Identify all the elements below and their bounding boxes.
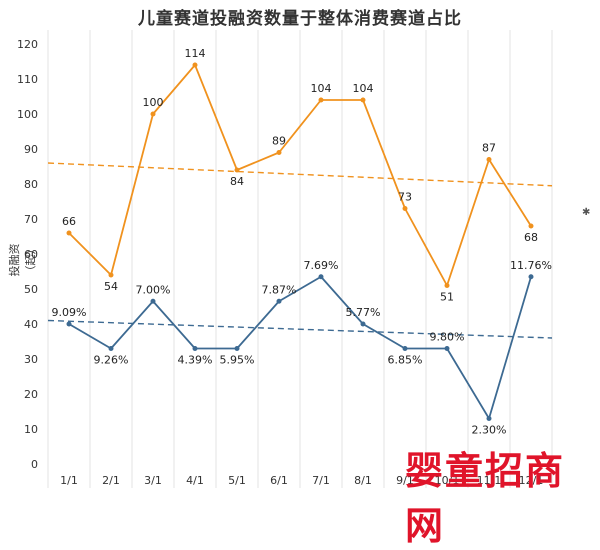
data-point: [318, 97, 324, 103]
data-label: 87: [482, 142, 496, 155]
data-label: 114: [185, 47, 206, 60]
y-tick-label: 20: [24, 388, 38, 401]
data-point: [444, 283, 450, 288]
data-point: [360, 321, 366, 327]
trend-lines: [47, 162, 553, 339]
y-tick-label: 80: [24, 178, 38, 191]
x-tick-label: 7/1: [312, 474, 330, 487]
data-label: 9.09%: [52, 306, 87, 319]
data-label: 5.77%: [346, 306, 381, 319]
data-label: 2.30%: [472, 424, 507, 437]
data-label: 54: [104, 280, 118, 293]
data-point: [318, 274, 324, 280]
y-tick-label: 70: [24, 213, 38, 226]
y-tick-label: 90: [24, 143, 38, 156]
series-line: [68, 64, 532, 287]
x-tick-label: 2/1: [102, 474, 120, 487]
watermark-logo: 婴童招商网: [405, 449, 566, 548]
x-tick-label: 5/1: [228, 474, 246, 487]
data-point: [234, 346, 240, 351]
x-tick-label: 3/1: [144, 474, 162, 487]
data-label: 84: [230, 175, 244, 188]
data-label: 7.00%: [136, 283, 171, 296]
y-tick-label: 10: [24, 423, 38, 436]
data-point: [234, 167, 240, 173]
data-point: [402, 206, 408, 211]
data-label: 4.39%: [178, 354, 213, 367]
data-point: [528, 274, 534, 280]
y-tick-label: 0: [31, 458, 38, 471]
data-point: [150, 111, 156, 117]
x-tick-label: 4/1: [186, 474, 204, 487]
data-label: 9.26%: [94, 354, 129, 367]
x-tick-label: 6/1: [270, 474, 288, 487]
y-tick-label: 50: [24, 283, 38, 296]
y-tick-label: 120: [17, 38, 38, 51]
data-point: [444, 346, 450, 351]
data-point: [486, 416, 492, 421]
data-point: [486, 157, 492, 162]
data-point: [192, 62, 198, 68]
data-label: 73: [398, 191, 412, 204]
y-tick-label: 30: [24, 353, 38, 366]
data-point: [276, 298, 282, 304]
data-point: [108, 346, 114, 351]
data-point: [66, 321, 72, 327]
data-label: 6.85%: [388, 354, 423, 367]
series-lines: [68, 64, 532, 420]
y-tick-label: 110: [17, 73, 38, 86]
y-tick-label: 100: [17, 108, 38, 121]
x-tick-label: 8/1: [354, 474, 372, 487]
data-label: 104: [353, 82, 374, 95]
data-point: [360, 97, 366, 103]
series-line: [68, 275, 532, 420]
data-point: [528, 223, 534, 229]
x-tick-label: 1/1: [60, 474, 78, 487]
pin-icon[interactable]: ✱: [582, 207, 591, 218]
grid-lines: [47, 30, 553, 488]
y-tick-labels: 0 10 20 30 40 50 60 70 80 90 100 110 120: [17, 38, 38, 471]
trend-line: [47, 319, 553, 339]
data-label: 7.69%: [304, 259, 339, 272]
data-label: 66: [62, 215, 76, 228]
data-label: 5.95%: [220, 354, 255, 367]
trend-line: [47, 162, 553, 187]
data-label: 9.80%: [430, 331, 465, 344]
chart-title: 儿童赛道投融资数量于整体消费赛道占比: [138, 9, 462, 29]
y-tick-label: 40: [24, 318, 38, 331]
x-tick-label: 9/1: [396, 474, 414, 487]
data-labels: 66 54 100 114 84 89 104 104 73 51 87 68 9.09% 9.26% 7.…: [52, 47, 552, 437]
data-label: 51: [440, 291, 454, 304]
data-point: [192, 346, 198, 351]
data-point: [150, 298, 156, 304]
data-point: [108, 272, 114, 278]
line-chart: 0 10 20 30 40 50 60 70 80 90 100 110 120 1/1 2/1 3/1 4/…: [17, 30, 553, 488]
data-label: 100: [143, 96, 164, 109]
data-point: [402, 346, 408, 351]
x-tick-labels: 1/1 2/1 3/1 4/1 5/1 6/1 7/1 8/1 9/1 10/1 11/1 12/1: [60, 474, 543, 487]
data-points: [66, 62, 534, 421]
data-point: [276, 150, 282, 155]
data-label: 89: [272, 135, 286, 148]
data-label: 104: [311, 82, 332, 95]
x-tick-label: 12/1: [519, 474, 544, 487]
data-label: 68: [524, 231, 538, 244]
y-tick-label: 60: [24, 248, 38, 261]
data-point: [66, 230, 72, 236]
x-tick-label: 11/1: [477, 474, 502, 487]
x-tick-label: 10/1: [435, 474, 460, 487]
data-label: 11.76%: [510, 259, 552, 272]
data-label: 7.87%: [262, 283, 297, 296]
